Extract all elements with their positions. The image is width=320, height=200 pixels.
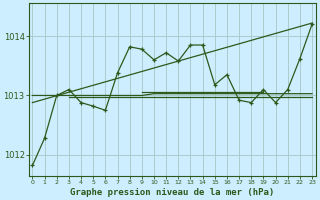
X-axis label: Graphe pression niveau de la mer (hPa): Graphe pression niveau de la mer (hPa)	[70, 188, 274, 197]
